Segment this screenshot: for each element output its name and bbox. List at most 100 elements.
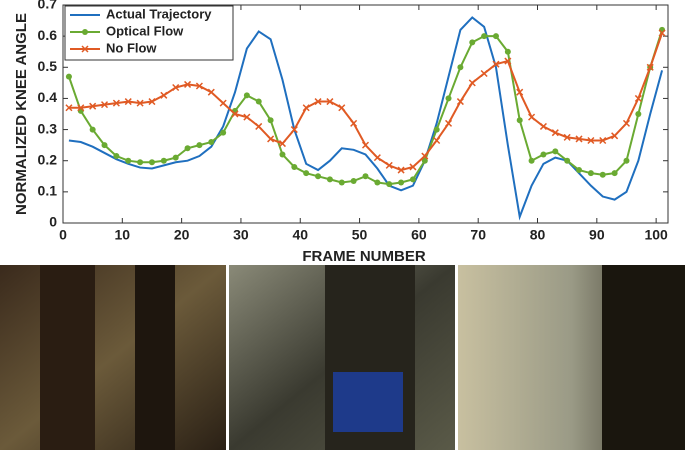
marker xyxy=(528,113,536,121)
marker xyxy=(623,157,630,164)
marker xyxy=(445,119,453,127)
x-tick-label: 60 xyxy=(411,227,427,243)
legend-label: Optical Flow xyxy=(106,23,184,38)
marker xyxy=(125,157,132,164)
marker xyxy=(100,101,109,109)
marker xyxy=(397,166,405,174)
legend-marker xyxy=(82,29,88,35)
x-tick-label: 20 xyxy=(174,227,190,243)
marker xyxy=(374,179,381,186)
x-tick-label: 80 xyxy=(530,227,546,243)
marker xyxy=(469,39,476,46)
marker xyxy=(243,113,251,121)
marker xyxy=(362,173,369,180)
marker xyxy=(646,63,654,71)
marker xyxy=(433,136,441,145)
marker xyxy=(243,92,250,99)
marker xyxy=(409,163,417,171)
marker xyxy=(136,99,144,107)
marker xyxy=(599,171,606,178)
marker xyxy=(195,82,203,90)
marker xyxy=(65,73,72,80)
marker xyxy=(599,136,607,145)
marker xyxy=(421,157,428,164)
marker xyxy=(492,33,499,40)
y-axis-label: NORMALIZED KNEE ANGLE xyxy=(13,13,30,215)
marker xyxy=(528,157,535,164)
door xyxy=(40,265,95,450)
series xyxy=(68,16,664,221)
marker xyxy=(314,98,322,106)
x-tick-label: 100 xyxy=(644,227,668,243)
marker xyxy=(492,60,500,68)
marker xyxy=(148,159,155,166)
marker xyxy=(576,167,583,174)
marker xyxy=(172,83,180,92)
y-tick-label: 0.2 xyxy=(38,151,58,167)
marker xyxy=(587,136,595,145)
marker xyxy=(220,129,227,136)
x-tick-label: 0 xyxy=(59,227,67,243)
marker xyxy=(267,117,274,124)
marker xyxy=(480,69,488,78)
marker xyxy=(611,132,619,140)
cart xyxy=(333,372,403,432)
marker xyxy=(112,99,120,107)
marker xyxy=(433,126,440,133)
marker xyxy=(148,98,156,106)
marker xyxy=(101,142,108,149)
marker xyxy=(611,170,618,177)
marker xyxy=(77,104,85,112)
marker xyxy=(504,48,511,55)
series-line xyxy=(68,16,664,221)
marker xyxy=(196,142,203,149)
marker xyxy=(184,80,192,88)
marker xyxy=(575,135,583,143)
marker xyxy=(208,139,215,146)
marker xyxy=(231,110,239,118)
door xyxy=(602,265,685,450)
legend-label: No Flow xyxy=(106,40,157,55)
door xyxy=(135,265,175,450)
photo xyxy=(0,265,226,450)
marker xyxy=(551,129,559,137)
marker xyxy=(278,140,286,148)
marker xyxy=(290,126,298,134)
y-tick-label: 0.6 xyxy=(38,27,58,43)
marker xyxy=(279,151,286,158)
marker xyxy=(184,145,191,152)
marker xyxy=(445,95,452,102)
marker xyxy=(338,104,346,112)
marker xyxy=(219,99,227,107)
marker xyxy=(481,33,488,40)
marker xyxy=(457,64,464,71)
x-tick-label: 40 xyxy=(292,227,308,243)
marker xyxy=(326,98,334,106)
marker xyxy=(350,177,357,184)
x-tick-label: 10 xyxy=(115,227,131,243)
marker xyxy=(409,176,416,183)
marker xyxy=(622,119,631,127)
x-tick-label: 70 xyxy=(470,227,486,243)
marker xyxy=(635,111,642,117)
marker xyxy=(658,29,666,37)
marker xyxy=(137,159,144,166)
legend: Actual Trajectory Optical Flow No Flow xyxy=(64,5,234,61)
marker xyxy=(338,179,345,186)
marker xyxy=(303,170,310,177)
series xyxy=(65,29,666,174)
y-tick-label: 0 xyxy=(49,214,57,230)
marker xyxy=(552,148,559,155)
marker xyxy=(65,104,73,112)
legend-marker xyxy=(81,45,89,53)
marker xyxy=(421,152,429,160)
marker xyxy=(291,163,298,170)
x-axis-label: FRAME NUMBER xyxy=(302,248,425,265)
marker xyxy=(539,122,547,130)
x-tick-label: 50 xyxy=(352,227,368,243)
x-tick-label: 90 xyxy=(589,227,605,243)
marker xyxy=(172,154,179,161)
marker xyxy=(326,176,333,183)
marker xyxy=(113,153,120,160)
marker xyxy=(504,57,512,65)
